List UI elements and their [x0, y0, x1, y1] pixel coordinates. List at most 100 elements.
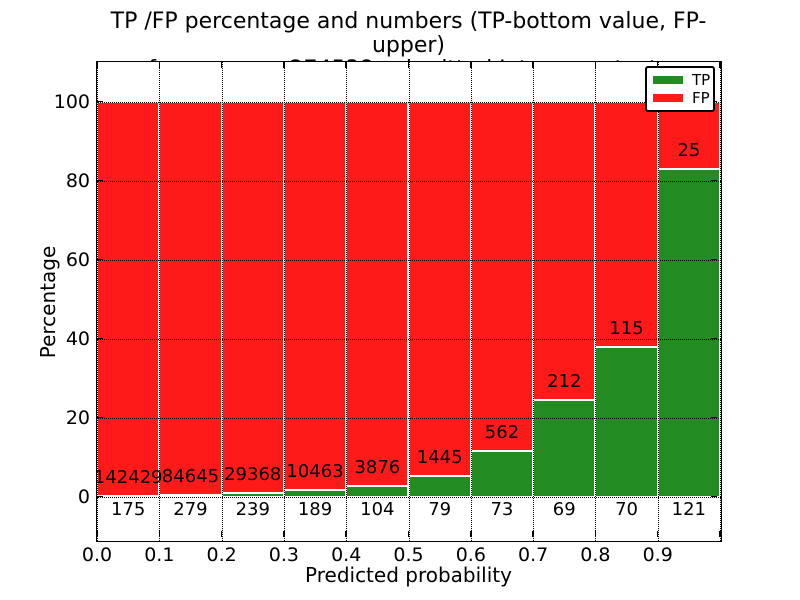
y-tick-mark-left: [97, 416, 103, 419]
gridline-vertical: [657, 62, 659, 541]
chart-title-line1: TP /FP percentage and numbers (TP-bottom…: [110, 9, 707, 58]
x-tick-mark-top: [470, 62, 472, 68]
x-tick-mark-top: [345, 62, 347, 68]
fp-count-label: 142429: [96, 467, 163, 489]
tp-count-label: 73: [490, 498, 514, 520]
x-tick-mark-bottom: [719, 531, 721, 537]
fp-count-label: 212: [547, 370, 582, 392]
tp-bar-segment: [283, 489, 347, 497]
y-axis-label: Percentage: [36, 245, 60, 359]
x-tick-mark-bottom: [345, 531, 347, 537]
fp-count-label: 10463: [286, 460, 344, 482]
x-tick-mark-top: [283, 62, 285, 68]
x-tick-mark-bottom: [220, 531, 223, 537]
tp-count-label: 121: [671, 498, 707, 520]
gridline-vertical: [346, 62, 348, 541]
x-tick-mark-top: [407, 62, 410, 68]
tp-count-label: 69: [552, 498, 576, 520]
tp-count-label: 189: [297, 498, 333, 520]
x-tick-mark-top: [158, 62, 161, 68]
gridline-vertical: [533, 62, 535, 541]
legend-label-fp: FP: [692, 89, 710, 107]
x-tick-mark-top: [532, 62, 534, 68]
y-tick-label: 20: [65, 406, 90, 429]
y-tick-mark-right: [711, 416, 717, 419]
x-tick-mark-bottom: [283, 531, 285, 537]
fp-count-label: 29368: [224, 464, 282, 486]
legend-entry-fp: FP: [653, 89, 710, 107]
gridline-vertical: [595, 62, 597, 541]
gridline-vertical: [97, 62, 98, 541]
gridline-vertical: [221, 62, 223, 541]
fp-color-swatch: [653, 94, 683, 102]
y-tick-mark-left: [97, 258, 103, 261]
x-tick-label: 0.1: [144, 544, 175, 566]
y-tick-label: 0: [77, 485, 90, 508]
y-tick-mark-left: [97, 100, 103, 103]
y-tick-label: 80: [65, 169, 90, 192]
x-tick-label: 0.4: [331, 544, 362, 566]
fp-bar-segment: [533, 101, 596, 400]
legend-label-tp: TP: [692, 71, 711, 89]
y-tick-mark-left: [97, 337, 103, 340]
x-tick-mark-bottom: [594, 531, 597, 537]
fp-count-label: 562: [484, 422, 520, 444]
fp-bar-segment: [97, 101, 160, 497]
y-tick-label: 60: [65, 248, 90, 271]
x-tick-mark-bottom: [97, 531, 98, 537]
x-tick-label: 0.8: [580, 544, 611, 566]
x-tick-mark-top: [719, 62, 721, 68]
tp-bar-segment: [595, 347, 658, 497]
fp-bar-segment: [470, 101, 534, 452]
fp-bar-segment: [346, 101, 409, 487]
fp-bar-segment: [159, 101, 222, 496]
tp-bar-segment: [470, 451, 534, 497]
fp-count-label: 3876: [354, 457, 401, 479]
tp-count-label: 70: [615, 498, 638, 520]
tp-bar-segment: [408, 476, 471, 497]
gridline-vertical: [408, 62, 410, 541]
tp-bar-segment: [657, 169, 720, 497]
x-tick-label: 0.6: [455, 544, 486, 566]
x-axis-label: Predicted probability: [305, 563, 512, 587]
x-tick-mark-top: [594, 62, 597, 68]
fp-count-label: 1445: [416, 447, 463, 469]
fp-count-label: 25: [677, 140, 701, 162]
gridline-vertical: [720, 62, 721, 541]
x-tick-mark-bottom: [158, 531, 161, 537]
fp-bar-segment: [408, 101, 471, 477]
x-tick-label: 0.5: [393, 544, 424, 566]
y-tick-mark-right: [711, 495, 717, 498]
x-tick-label: 0.9: [642, 544, 673, 566]
gridline-vertical: [470, 62, 472, 541]
y-tick-label: 40: [65, 327, 90, 350]
y-tick-label: 100: [53, 90, 90, 113]
tp-count-label: 239: [235, 498, 270, 520]
x-tick-label: 0.7: [517, 544, 549, 566]
tp-bar-segment: [533, 399, 596, 497]
x-tick-mark-bottom: [407, 531, 410, 537]
x-tick-mark-top: [97, 62, 98, 68]
x-tick-label: 0.3: [268, 544, 299, 566]
fp-count-label: 84645: [161, 466, 220, 488]
x-tick-label: 0.2: [206, 544, 237, 566]
y-tick-mark-left: [97, 495, 103, 498]
tp-count-label: 175: [110, 498, 146, 520]
x-tick-mark-bottom: [470, 531, 472, 537]
y-tick-mark-left: [97, 179, 103, 182]
x-tick-mark-top: [220, 62, 223, 68]
fp-count-label: 115: [609, 318, 644, 340]
fp-bar-segment: [221, 101, 284, 494]
legend: TP FP: [645, 66, 715, 112]
plot-area: 142429 175 84645 279 29368 239 10463 189 3876 104…: [96, 61, 722, 542]
tp-color-swatch: [653, 76, 683, 84]
fp-bar-segment: [283, 101, 347, 490]
gridline-vertical: [159, 62, 161, 541]
fp-bar-segment: [595, 101, 658, 348]
x-tick-mark-bottom: [532, 531, 534, 537]
x-tick-mark-top: [656, 62, 659, 68]
x-tick-mark-bottom: [656, 531, 659, 537]
y-tick-mark-right: [711, 337, 717, 340]
legend-entry-tp: TP: [653, 71, 711, 89]
